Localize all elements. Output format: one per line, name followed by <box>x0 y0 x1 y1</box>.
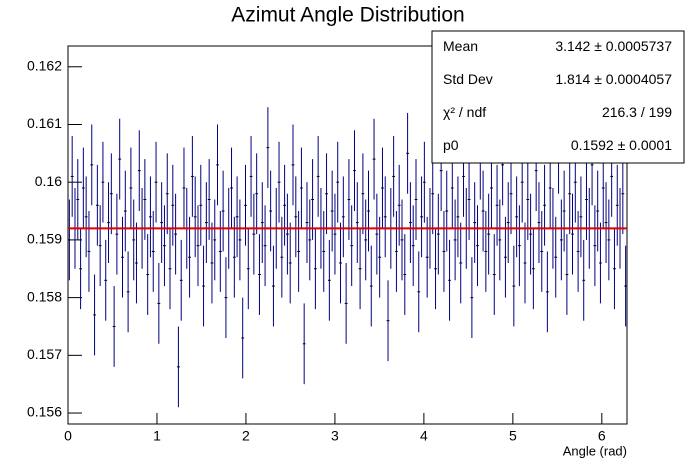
stats-value: 216.3 / 199 <box>602 104 672 120</box>
y-tick-label: 0.156 <box>27 404 62 420</box>
plot-frame <box>67 45 628 425</box>
stats-label: Std Dev <box>443 71 493 87</box>
stats-value: 3.142 ± 0.0005737 <box>555 38 672 54</box>
stats-label: χ² / ndf <box>443 104 486 120</box>
x-tick-label: 1 <box>153 428 161 444</box>
stats-box <box>431 30 685 164</box>
x-tick-label: 4 <box>420 428 428 444</box>
stats-label: p0 <box>443 137 459 153</box>
x-tick-label: 6 <box>598 428 606 444</box>
y-tick-label: 0.159 <box>27 231 62 247</box>
y-tick-label: 0.157 <box>27 346 62 362</box>
chart-title: Azimut Angle Distribution <box>231 4 464 27</box>
stats-value: 0.1592 ± 0.0001 <box>571 137 672 153</box>
y-tick-label: 0.162 <box>27 57 62 73</box>
y-tick-label: 0.158 <box>27 288 62 304</box>
x-tick-label: 5 <box>509 428 517 444</box>
x-tick-label: 3 <box>331 428 339 444</box>
stats-value: 1.814 ± 0.0004057 <box>555 71 672 87</box>
x-axis-label: Angle (rad) <box>563 443 627 458</box>
y-tick-label: 0.16 <box>35 173 62 189</box>
stats-label: Mean <box>443 38 478 54</box>
x-tick-label: 2 <box>242 428 250 444</box>
y-tick-label: 0.161 <box>27 115 62 131</box>
x-tick-label: 0 <box>64 428 72 444</box>
